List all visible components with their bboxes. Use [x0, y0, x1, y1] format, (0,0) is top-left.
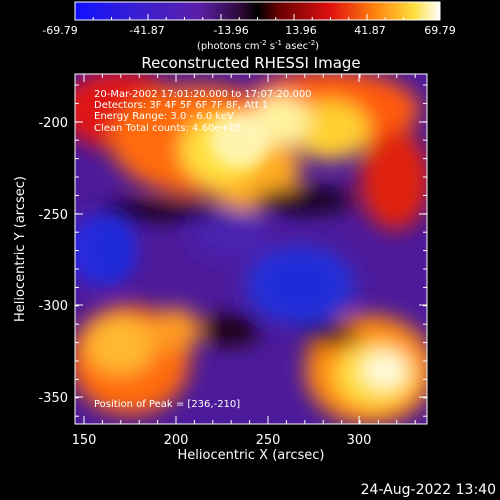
info-line: 20-Mar-2002 17:01:20.000 to 17:07:20.000 [94, 89, 312, 100]
y-tick-label: -300 [38, 299, 68, 314]
x-tick-label: 200 [164, 433, 189, 448]
colorbar-tick-label: 13.96 [285, 24, 317, 37]
colorbar-tick-label: -13.96 [213, 24, 248, 37]
y-tick-label: -200 [38, 116, 68, 131]
y-tick-label: -350 [38, 391, 68, 406]
colorbar-unit-label: (photons cm-2 s-1 asec-2) [197, 39, 319, 52]
y-axis-label: Heliocentric Y (arcsec) [13, 176, 28, 322]
x-tick-label: 150 [72, 433, 97, 448]
colorbar-tick-label: 41.87 [354, 24, 386, 37]
info-line: Clean Total counts: 4.60e+05 [94, 123, 242, 134]
axis-ticks [75, 74, 427, 424]
colorbar-tick-label: -41.87 [129, 24, 164, 37]
footer-timestamp: 24-Aug-2022 13:40 [361, 482, 496, 498]
info-line: Detectors: 3F 4F 5F 6F 7F 8F, Att 1 [94, 100, 268, 111]
colorbar-tick-label: -69.79 [42, 24, 77, 37]
info-line: Energy Range: 3.0 - 6.0 keV [94, 111, 234, 122]
plot-title: Reconstructed RHESSI Image [141, 54, 360, 72]
plot-frame [74, 73, 428, 425]
x-axis-label: Heliocentric X (arcsec) [178, 448, 325, 463]
x-tick-label: 300 [347, 433, 372, 448]
colorbar-ticks [74, 14, 441, 20]
peak-label: Position of Peak = [236,-210] [94, 399, 240, 410]
y-tick-label: -250 [38, 208, 68, 223]
x-tick-label: 250 [256, 433, 281, 448]
heatmap-image [75, 74, 427, 424]
colorbar-tick-label: 69.79 [424, 24, 456, 37]
colorbar: -69.79 -41.87 -13.96 13.96 41.87 69.79 (… [42, 1, 456, 52]
